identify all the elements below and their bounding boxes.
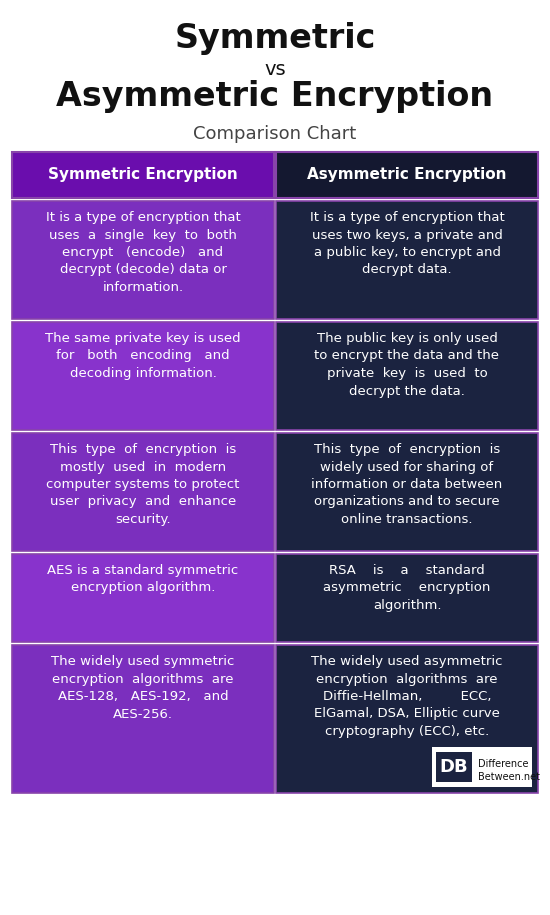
Bar [436, 752, 472, 782]
Bar [12, 554, 274, 642]
Text: The widely used symmetric
encryption  algorithms  are
AES-128,   AES-192,   and
: The widely used symmetric encryption alg… [51, 655, 235, 720]
Text: Asymmetric Encryption: Asymmetric Encryption [307, 167, 507, 182]
Bar [12, 201, 274, 319]
Text: The widely used asymmetric
encryption  algorithms  are
Diffie-Hellman,         E: The widely used asymmetric encryption al… [311, 655, 503, 738]
Text: This  type  of  encryption  is
mostly  used  in  modern
computer systems to prot: This type of encryption is mostly used i… [46, 443, 240, 526]
Text: The public key is only used
to encrypt the data and the
private  key  is  used  : The public key is only used to encrypt t… [315, 332, 499, 397]
Bar [432, 747, 532, 787]
Bar [12, 645, 274, 793]
Bar [276, 554, 538, 642]
Bar [12, 322, 274, 430]
Text: vs: vs [264, 60, 286, 79]
Text: Asymmetric Encryption: Asymmetric Encryption [57, 80, 493, 113]
Bar [276, 201, 538, 319]
Text: Difference
Between.net: Difference Between.net [478, 759, 540, 782]
Bar [276, 645, 538, 793]
Bar [276, 322, 538, 430]
Text: Comparison Chart: Comparison Chart [194, 125, 356, 143]
Text: The same private key is used
for   both   encoding   and
decoding information.: The same private key is used for both en… [45, 332, 241, 380]
Text: This  type  of  encryption  is
widely used for sharing of
information or data be: This type of encryption is widely used f… [311, 443, 503, 526]
Text: AES is a standard symmetric
encryption algorithm.: AES is a standard symmetric encryption a… [47, 564, 239, 595]
Bar [276, 433, 538, 551]
Bar [12, 152, 274, 198]
Text: DB: DB [439, 758, 468, 776]
Text: Symmetric Encryption: Symmetric Encryption [48, 167, 238, 182]
Text: It is a type of encryption that
uses two keys, a private and
a public key, to en: It is a type of encryption that uses two… [310, 211, 504, 276]
Bar [12, 433, 274, 551]
Text: It is a type of encryption that
uses  a  single  key  to  both
encrypt   (encode: It is a type of encryption that uses a s… [46, 211, 240, 294]
Text: Symmetric: Symmetric [174, 22, 376, 55]
Bar [276, 152, 538, 198]
Text: RSA    is    a    standard
asymmetric    encryption
algorithm.: RSA is a standard asymmetric encryption … [323, 564, 491, 612]
